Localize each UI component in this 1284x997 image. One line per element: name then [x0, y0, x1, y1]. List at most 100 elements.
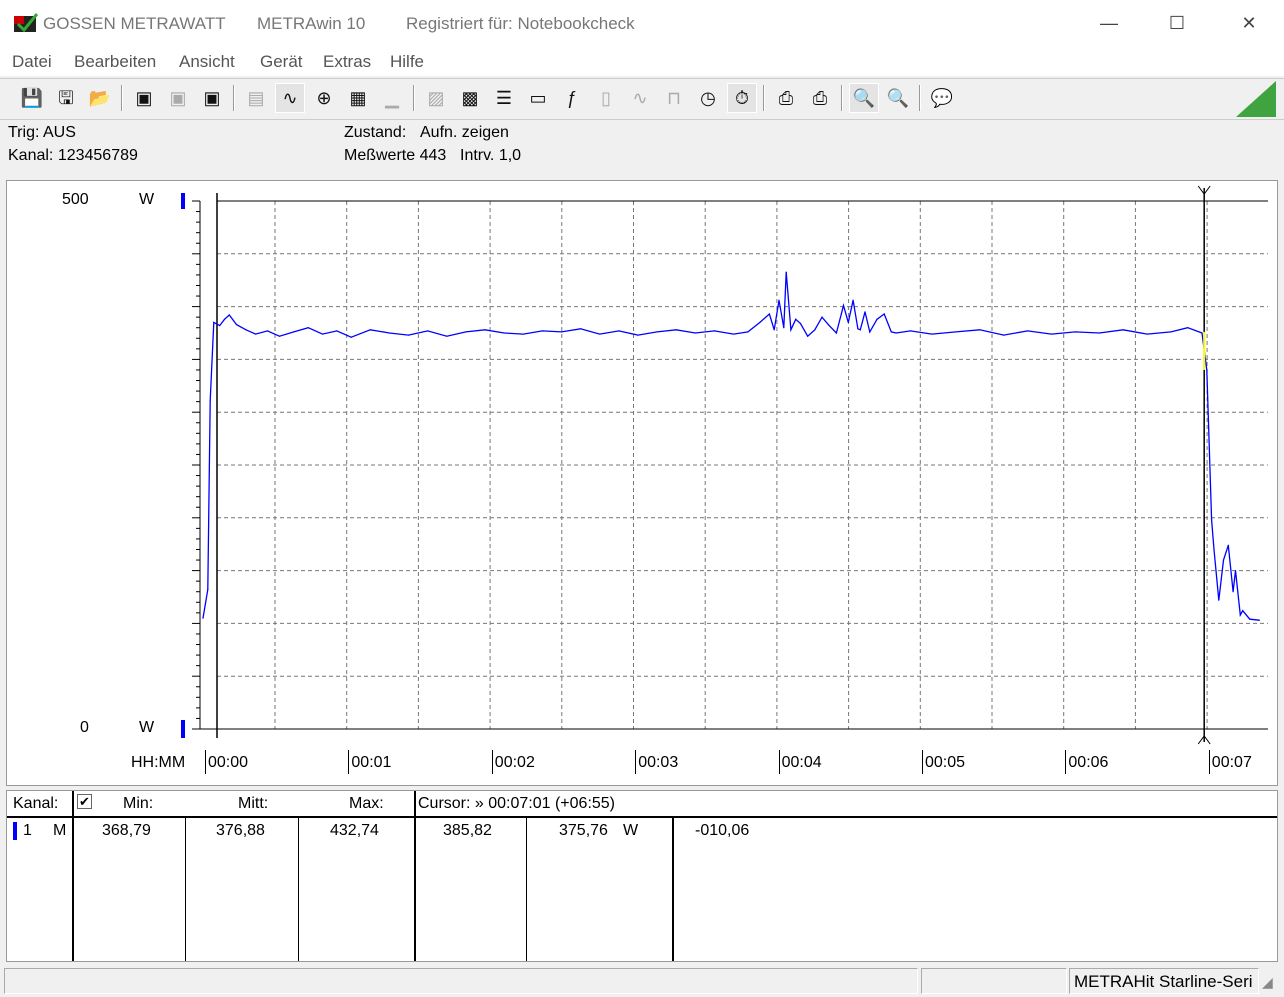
data-point: [223, 318, 226, 320]
data-point: [828, 325, 830, 327]
print-preview-button[interactable]: ⎙: [772, 84, 800, 112]
function-button[interactable]: ƒ: [558, 84, 586, 112]
monitor-icon: ▭: [529, 88, 547, 108]
start-recording-button[interactable]: ⏱: [727, 83, 757, 113]
x-tick-label: 00:03: [638, 754, 679, 771]
zoom-auto-button[interactable]: 🔍: [849, 83, 879, 113]
header-min: Min:: [123, 795, 154, 812]
cursor-handle-bottom: [1197, 735, 1211, 745]
open-folder-button[interactable]: 📂: [86, 84, 114, 112]
print-button[interactable]: ⎙: [806, 84, 834, 112]
timer-button[interactable]: ◷: [694, 84, 722, 112]
device-read-button[interactable]: ▣: [130, 84, 158, 112]
data-point: [1239, 614, 1241, 616]
device-memory-icon: ▣: [203, 88, 221, 108]
data-point: [821, 316, 823, 318]
data-point: [1187, 327, 1189, 329]
cursor-difference: -010,06: [695, 822, 750, 839]
y-top-label: 500: [62, 191, 89, 208]
data-point: [213, 321, 215, 324]
monitor-button[interactable]: ▭: [524, 84, 552, 112]
settings-list-button[interactable]: ☰: [490, 84, 518, 112]
data-point: [979, 329, 981, 331]
minimize-button[interactable]: —: [1100, 13, 1118, 33]
data-point: [369, 329, 371, 331]
save-button[interactable]: 💾: [18, 84, 46, 112]
registration-text: Registriert für: Notebookcheck: [406, 14, 635, 33]
data-point: [618, 330, 620, 332]
data-point: [955, 331, 957, 333]
cursor1-value: 385,82: [443, 822, 492, 839]
signal-button[interactable]: ∿: [626, 84, 654, 112]
import-button[interactable]: ▩: [456, 84, 484, 112]
menu-datei[interactable]: Datei: [12, 52, 52, 71]
xy-chart-button[interactable]: ⊕: [310, 84, 338, 112]
menu-geraet[interactable]: Gerät: [260, 52, 303, 71]
menu-extras[interactable]: Extras: [323, 52, 372, 71]
channel-checkbox[interactable]: ✔: [77, 794, 92, 809]
histogram-button[interactable]: ▁: [378, 84, 406, 112]
resize-grip-icon[interactable]: ◢: [1262, 974, 1273, 990]
device-read-icon: ▣: [135, 88, 153, 108]
status-triangle-icon: [1236, 81, 1276, 117]
data-point: [336, 330, 338, 332]
menu-bearbeiten[interactable]: Bearbeiten: [74, 52, 157, 71]
yt-chart-button[interactable]: ∿: [275, 83, 305, 113]
display-button[interactable]: ▤: [242, 84, 270, 112]
data-point: [859, 329, 861, 331]
export-button[interactable]: ▨: [422, 84, 450, 112]
maximize-button[interactable]: ☐: [1168, 13, 1186, 33]
x-tick-label: 00:04: [781, 754, 822, 771]
header-mitt: Mitt:: [238, 795, 269, 812]
power-series-line: [202, 272, 1260, 621]
data-point: [228, 314, 230, 316]
data-point: [202, 617, 204, 619]
cursor-handle-top: [1197, 185, 1211, 195]
x-tick-label: 00:02: [494, 754, 535, 771]
y-bottom-label: 0: [80, 719, 89, 736]
meter-icon: ▯: [601, 88, 611, 108]
menu-ansicht[interactable]: Ansicht: [179, 52, 235, 71]
display-icon: ▤: [247, 88, 265, 108]
close-button[interactable]: ✕: [1241, 13, 1257, 33]
waveform-button[interactable]: ⊓: [660, 84, 688, 112]
toolbar-separator: [413, 85, 415, 111]
data-point: [1074, 331, 1076, 333]
power-chart[interactable]: [0, 0, 1284, 790]
help-button[interactable]: 💬: [928, 84, 956, 112]
data-point: [522, 333, 524, 335]
data-point: [732, 333, 735, 335]
chart-panel: [6, 180, 1278, 786]
device-memory-button[interactable]: ▣: [198, 84, 226, 112]
x-tick-label: 00:07: [1211, 754, 1252, 771]
mitt-value: 376,88: [216, 822, 265, 839]
data-point: [1213, 548, 1215, 551]
toolbar: 💾 🖫 📂 ▣ ▣ ▣ ▤ ∿ ⊕ ▦ ▁ ▨ ▩ ☰ ▭ ƒ ▯ ∿ ⊓ ◷ ⏱ ⎙ ⎙ 🔍 🔍 💬: [0, 78, 1284, 120]
zoom-button[interactable]: 🔍: [884, 84, 912, 112]
load-button[interactable]: 🖫: [52, 84, 80, 112]
data-point: [790, 329, 792, 331]
device-transfer-button[interactable]: ▣: [164, 84, 192, 112]
waveform-icon: ⊓: [666, 88, 682, 108]
data-point: [1201, 332, 1203, 334]
data-point: [278, 335, 281, 337]
menu-hilfe[interactable]: Hilfe: [390, 52, 425, 71]
data-point: [1222, 559, 1225, 561]
data-point: [1003, 334, 1005, 336]
title-bar: GOSSEN METRAWATT METRAwin 10 Registriert…: [0, 0, 1284, 48]
channel-color-marker: [13, 822, 17, 840]
data-point: [807, 335, 809, 337]
save-icon: 💾: [20, 88, 44, 108]
data-point: [1249, 618, 1251, 620]
data-point: [1227, 544, 1229, 546]
table-button[interactable]: ▦: [344, 84, 372, 112]
data-point: [465, 331, 467, 333]
timer-icon: ◷: [700, 88, 716, 108]
meter-button[interactable]: ▯: [592, 84, 620, 112]
data-point: [245, 329, 247, 331]
statistics-table: Kanal: ✔ Min: Mitt: Max: Cursor: » 00:07…: [6, 790, 1278, 962]
zoom-auto-icon: 🔍: [852, 88, 876, 108]
app-title: METRAwin 10: [257, 14, 366, 33]
histogram-icon: ▁: [385, 88, 399, 108]
data-point: [799, 322, 802, 325]
